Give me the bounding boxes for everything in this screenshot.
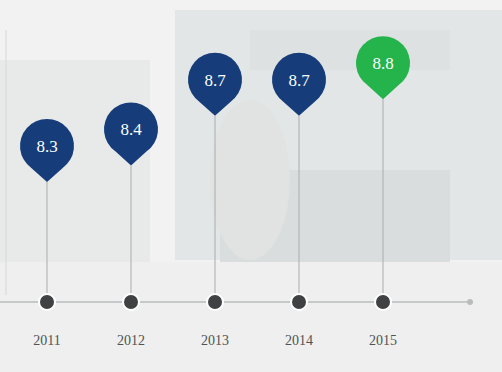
x-tick <box>291 294 307 310</box>
labels: 8.3 2011 8.4 2012 8.7 2013 8.7 2014 8.8 2015 <box>33 54 397 348</box>
data-label: 8.3 <box>36 137 57 156</box>
data-label: 8.7 <box>288 71 310 90</box>
pin-stem <box>299 116 300 302</box>
pin <box>188 53 242 116</box>
pin <box>356 36 410 99</box>
pin <box>104 102 158 165</box>
y-axis-line <box>6 30 7 295</box>
chart-container: 8.3 2011 8.4 2012 8.7 2013 8.7 2014 8.8 2015 <box>0 0 502 372</box>
x-axis-end <box>467 299 473 305</box>
background-ground <box>0 262 502 372</box>
x-tick <box>123 294 139 310</box>
x-axis-line <box>0 301 470 303</box>
pin-stem <box>383 99 384 302</box>
x-tick-label: 2014 <box>285 333 313 348</box>
x-tick <box>39 294 55 310</box>
x-tick-label: 2013 <box>201 333 229 348</box>
x-tick-label: 2012 <box>117 333 145 348</box>
chart-svg: 8.3 2011 8.4 2012 8.7 2013 8.7 2014 8.8 2015 <box>0 0 502 372</box>
x-tick-label: 2011 <box>33 333 60 348</box>
pin-stem <box>215 116 216 302</box>
x-tick <box>375 294 391 310</box>
pin <box>272 53 326 116</box>
background <box>0 0 502 372</box>
background-building <box>0 60 150 290</box>
data-label: 8.8 <box>372 54 393 73</box>
pin-stem <box>131 165 132 302</box>
data-label: 8.4 <box>120 120 142 139</box>
pin-stem <box>47 182 48 302</box>
background-fill <box>0 0 502 372</box>
x-tick-label: 2015 <box>369 333 397 348</box>
data-label: 8.7 <box>204 71 226 90</box>
background-tree <box>210 100 290 260</box>
pin <box>20 119 74 182</box>
x-tick <box>207 294 223 310</box>
